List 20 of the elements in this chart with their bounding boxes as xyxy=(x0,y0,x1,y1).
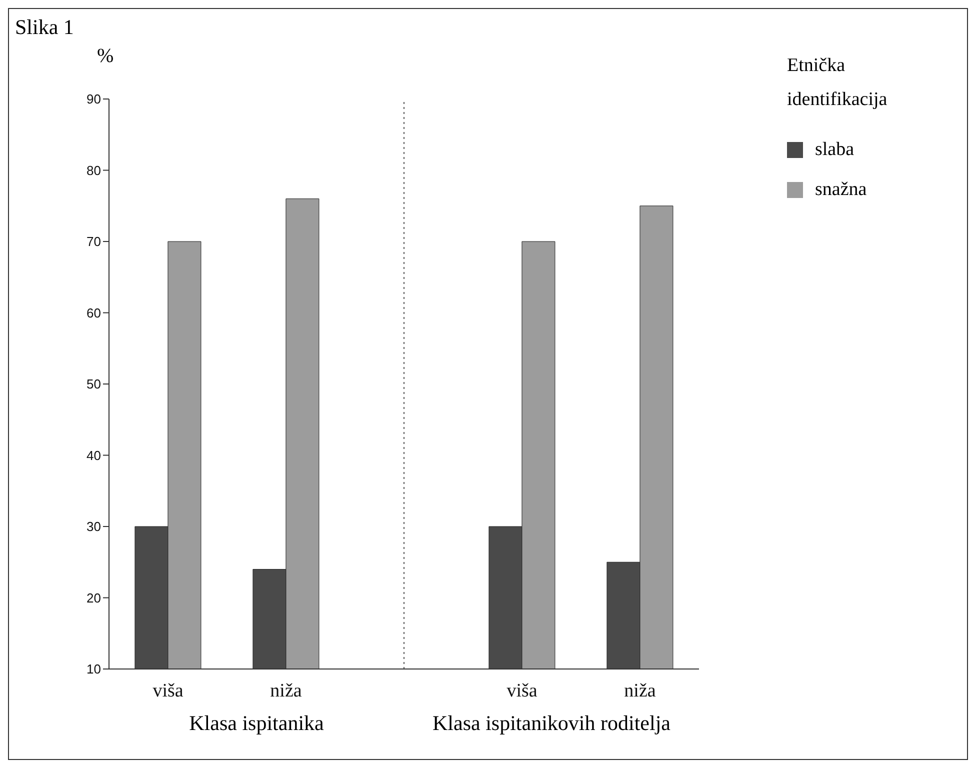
y-tick-label: 40 xyxy=(86,448,101,463)
y-tick-label: 30 xyxy=(86,519,101,534)
legend-label: snažna xyxy=(815,179,867,201)
x-tick-label: niža xyxy=(270,680,302,702)
y-tick-label: 10 xyxy=(86,662,101,677)
x-tick-label: viša xyxy=(152,680,184,702)
y-axis-title: % xyxy=(97,45,114,68)
y-tick-label: 20 xyxy=(86,590,101,606)
y-tick-label: 50 xyxy=(86,376,101,392)
y-tick-label: 80 xyxy=(86,162,101,178)
x-tick-label: viša xyxy=(506,680,538,702)
text: Klasa ispitanika xyxy=(188,711,325,736)
legend-label: slaba xyxy=(815,139,854,161)
chart-title: Slika 1 xyxy=(15,15,74,40)
legend-title: Etnička identifikacija xyxy=(787,54,888,112)
x-tick-label: niža xyxy=(624,680,656,702)
y-tick-label: 90 xyxy=(86,92,101,107)
y-tick-label: 70 xyxy=(86,234,101,250)
text: Klasa ispitanikovih roditelja xyxy=(432,711,672,736)
y-tick-label: 60 xyxy=(86,305,101,320)
